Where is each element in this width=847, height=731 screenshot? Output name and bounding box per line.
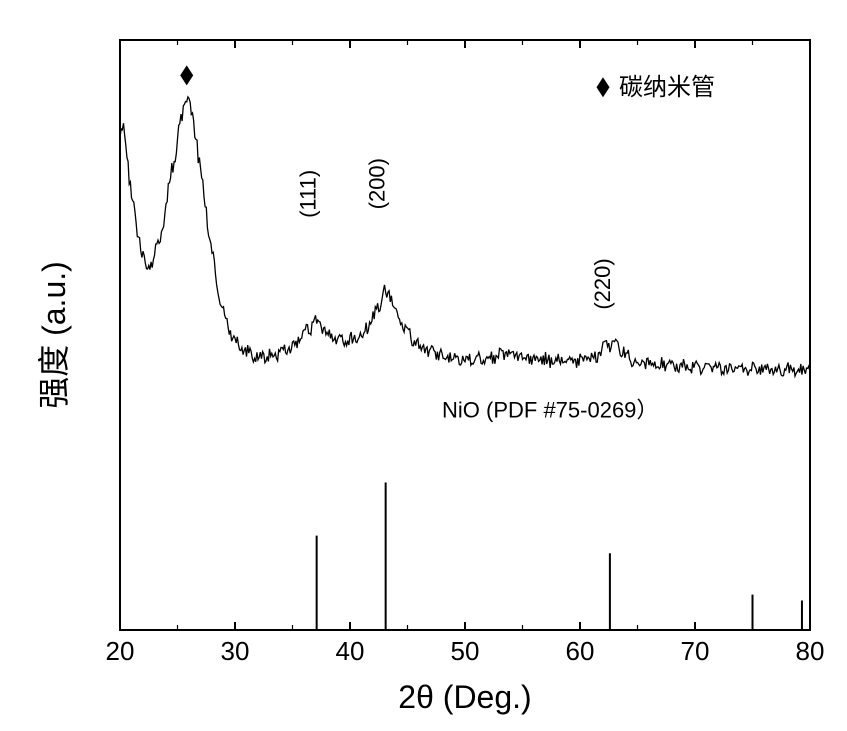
chart-svg: 20 30 40 50 60 70 80 2θ (Deg.) 强度 (a.u.) NiO (PDF… — [0, 0, 847, 731]
x-tick-label: 20 — [106, 636, 135, 666]
x-tick-label: 30 — [221, 636, 250, 666]
x-tick-label: 60 — [566, 636, 595, 666]
x-tick-label: 50 — [451, 636, 480, 666]
x-tick-label: 80 — [796, 636, 825, 666]
peak-label: (200) — [365, 158, 390, 209]
x-tick-label: 40 — [336, 636, 365, 666]
x-tick-label: 70 — [681, 636, 710, 666]
legend-label: 碳纳米管 — [619, 74, 715, 101]
x-axis-label: 2θ (Deg.) — [398, 679, 531, 715]
y-axis-label: 强度 (a.u.) — [36, 261, 72, 409]
reference-label: NiO (PDF #75-0269） — [442, 398, 658, 423]
peak-label: (111) — [296, 170, 321, 218]
xrd-chart: 20 30 40 50 60 70 80 2θ (Deg.) 强度 (a.u.) NiO (PDF… — [0, 0, 847, 731]
peak-label: (220) — [590, 258, 615, 309]
